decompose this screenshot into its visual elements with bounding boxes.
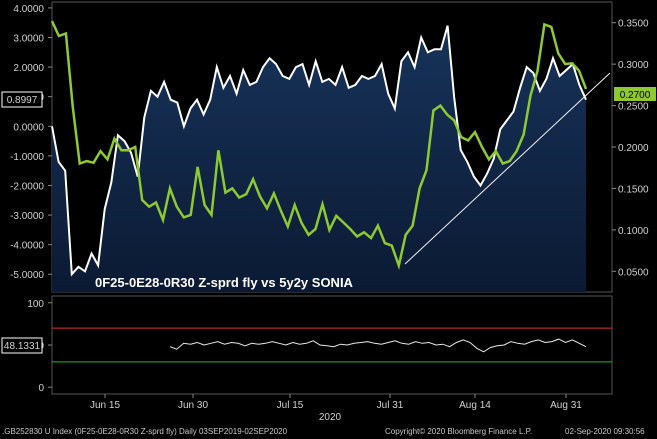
series-fill-area: [52, 25, 586, 292]
x-axis: Jun 15 Jun 30 Jul 15 Jul 31 Aug 14 Aug 31: [90, 394, 582, 411]
lower-series-line: [169, 338, 587, 353]
x-tick-label: Jul 31: [377, 400, 404, 411]
lower-tick-label: 100: [27, 299, 44, 310]
left-tick-label: -1.0000: [10, 152, 44, 163]
last-value-right-tag: [614, 87, 656, 101]
x-tick-label: Jul 15: [277, 400, 304, 411]
lower-panel-frame: [51, 295, 613, 395]
right-axis: 0.3500 0.3000 0.2500 0.2000 0.1500 0.1000 0.05…: [612, 19, 649, 278]
last-value-right: 0.2700: [620, 90, 651, 101]
right-tick-label: 0.2500: [618, 102, 649, 113]
x-tick-label: Jun 30: [178, 400, 208, 411]
trendline: [404, 72, 611, 265]
right-tick-label: 0.3500: [618, 19, 649, 30]
series-line-green: [50, 20, 588, 271]
lower-tick-label: 0: [38, 383, 44, 394]
left-tick-label: 3.0000: [13, 34, 44, 45]
right-tick-label: 0.1500: [618, 184, 649, 195]
left-series-area: [52, 25, 586, 292]
left-axis: 4.00003.00002.00001.00000.0000-1.0000-2.…: [10, 4, 52, 281]
last-value-lower: 48.1331: [4, 341, 41, 352]
left-tick-label: -3.0000: [10, 211, 44, 222]
left-tick-label: -5.0000: [10, 270, 44, 281]
main-series-lines: [50, 20, 588, 277]
footer-right: 02-Sep-2020 09:30:56: [565, 427, 645, 436]
left-tick-label: 0.0000: [13, 122, 44, 133]
right-tick-label: 0.1000: [618, 226, 649, 237]
footer-left: .GB252830 U Index (0F25-0E28-0R30 Z-sprd…: [2, 427, 288, 436]
left-tick-label: 2.0000: [13, 63, 44, 74]
x-tick-label: Aug 14: [459, 400, 491, 411]
right-tick-label: 0.2000: [618, 143, 649, 154]
footer-center: Copyright© 2020 Bloomberg Finance L.P.: [385, 427, 532, 436]
left-tick-label: 4.0000: [13, 4, 44, 15]
lower-series-polyline: [169, 338, 587, 353]
last-value-lower-tag: [1, 337, 43, 354]
x-tick-label: Aug 31: [550, 400, 582, 411]
x-year-label: 2020: [319, 412, 342, 423]
left-tick-label: -4.0000: [10, 241, 44, 252]
x-tick-label: Jun 15: [90, 400, 120, 411]
left-tick-label: -2.0000: [10, 181, 44, 192]
right-tick-label: 0.3000: [618, 60, 649, 71]
right-tick-label: 0.0500: [618, 267, 649, 278]
last-value-left-tag: [1, 91, 43, 108]
chart-title: 0F25-0E28-0R30 Z-sprd fly vs 5y2y SONIA: [95, 275, 354, 290]
last-value-left: 0.8997: [7, 95, 38, 106]
series-line-white: [51, 25, 587, 277]
